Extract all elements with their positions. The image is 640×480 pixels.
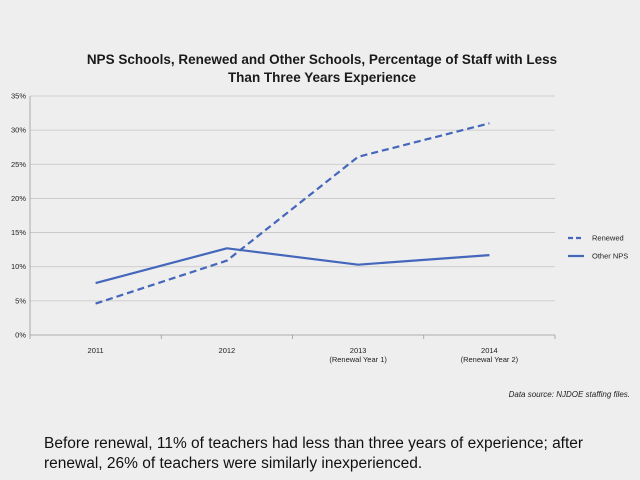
series-lines — [95, 122, 490, 305]
chart-title-line-1: NPS Schools, Renewed and Other Schools, … — [87, 52, 557, 67]
y-tick-label: 20% — [11, 194, 26, 203]
y-tick-label: 15% — [11, 228, 26, 237]
y-tick-label: 25% — [11, 160, 26, 169]
data-source-note: Data source: NJDOE staffing files. — [508, 390, 630, 399]
chart-title-line-2: Than Three Years Experience — [228, 70, 417, 85]
series-line-other-nps — [95, 247, 490, 285]
caption-text: Before renewal, 11% of teachers had less… — [44, 435, 584, 472]
legend: Renewed Other NPS — [568, 234, 628, 261]
x-tick-label: 2014 — [481, 346, 498, 355]
legend-label: Renewed — [592, 234, 624, 243]
y-tick-label: 0% — [15, 331, 26, 340]
x-tick-label: 2013 — [350, 346, 367, 355]
x-tick-labels: 2011 2012 2013(Renewal Year 1) 2014(Renewal… — [88, 346, 519, 364]
legend-label: Other NPS — [592, 252, 628, 261]
y-tick-label: 30% — [11, 126, 26, 135]
x-tick-label: 2012 — [219, 346, 236, 355]
axes — [29, 96, 556, 339]
grid-lines — [30, 95, 555, 302]
x-tick-sublabel: (Renewal Year 1) — [329, 355, 387, 364]
y-tick-label: 10% — [11, 262, 26, 271]
x-tick-sublabel: (Renewal Year 2) — [461, 355, 519, 364]
y-tick-labels: 0% 5% 10% 15% 20% 25% 30% 35% — [11, 92, 26, 340]
x-tick-label: 2011 — [88, 346, 104, 355]
y-tick-label: 35% — [11, 92, 26, 101]
series-line-renewed — [95, 122, 490, 305]
y-tick-label: 5% — [15, 296, 26, 305]
